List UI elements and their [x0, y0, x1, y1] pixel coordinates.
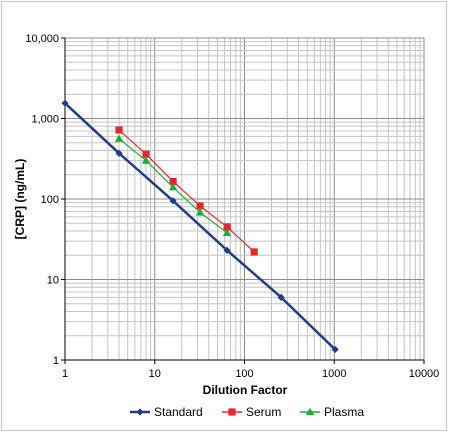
- series-serum: [115, 126, 258, 256]
- legend-marker: [228, 408, 236, 416]
- series-standard: [61, 99, 339, 354]
- data-point-plasma: [114, 134, 124, 142]
- legend-label: Plasma: [324, 405, 364, 419]
- data-point-plasma: [222, 228, 232, 236]
- x-tick-label: 1000: [322, 368, 346, 380]
- data-point-serum: [169, 177, 177, 186]
- data-point-plasma: [168, 183, 178, 191]
- series-line-serum: [118, 129, 255, 253]
- axes: [61, 37, 425, 364]
- data-point-standard: [223, 246, 231, 254]
- legend-marker: [136, 408, 144, 416]
- data-point-serum: [223, 223, 231, 231]
- tick-labels: 1 10 100 1000 10000 1 10 100 1,000 10,000: [25, 33, 439, 380]
- legend-item-standard: Standard: [130, 405, 203, 419]
- y-tick-label: 100: [41, 194, 59, 206]
- y-tick-label: 1,000: [31, 114, 59, 126]
- legend-item-serum: Serum: [222, 405, 281, 419]
- y-tick-label: 1: [53, 355, 59, 367]
- series-plasma: [114, 134, 232, 236]
- data-point-standard: [115, 149, 123, 157]
- grid: [64, 37, 425, 361]
- data-point-standard: [61, 99, 69, 107]
- x-axis-title: Dilution Factor: [203, 383, 288, 397]
- x-tick-label: 1: [62, 368, 68, 380]
- data-point-serum: [196, 202, 204, 210]
- data-point-serum: [250, 248, 258, 256]
- legend: Standard Serum Plasma: [130, 405, 364, 419]
- data-point-standard: [331, 345, 339, 354]
- series: [61, 99, 339, 354]
- data-point-plasma: [141, 156, 151, 164]
- y-tick-label: 10,000: [25, 33, 59, 45]
- legend-label: Serum: [246, 405, 281, 419]
- x-tick-label: 10: [149, 368, 161, 380]
- data-point-serum: [115, 126, 123, 134]
- data-point-standard: [277, 293, 285, 301]
- data-point-plasma: [195, 208, 205, 216]
- legend-label: Standard: [154, 405, 203, 419]
- y-tick-label: 10: [47, 275, 59, 287]
- data-point-serum: [142, 150, 150, 158]
- x-tick-label: 100: [235, 368, 253, 380]
- x-tick-label: 10000: [409, 368, 440, 380]
- series-line-standard: [64, 102, 337, 351]
- y-axis-title: [CRP] (ng/mL): [13, 159, 27, 240]
- legend-item-plasma: Plasma: [300, 405, 364, 419]
- legend-marker: [305, 407, 315, 416]
- data-point-standard: [169, 197, 177, 205]
